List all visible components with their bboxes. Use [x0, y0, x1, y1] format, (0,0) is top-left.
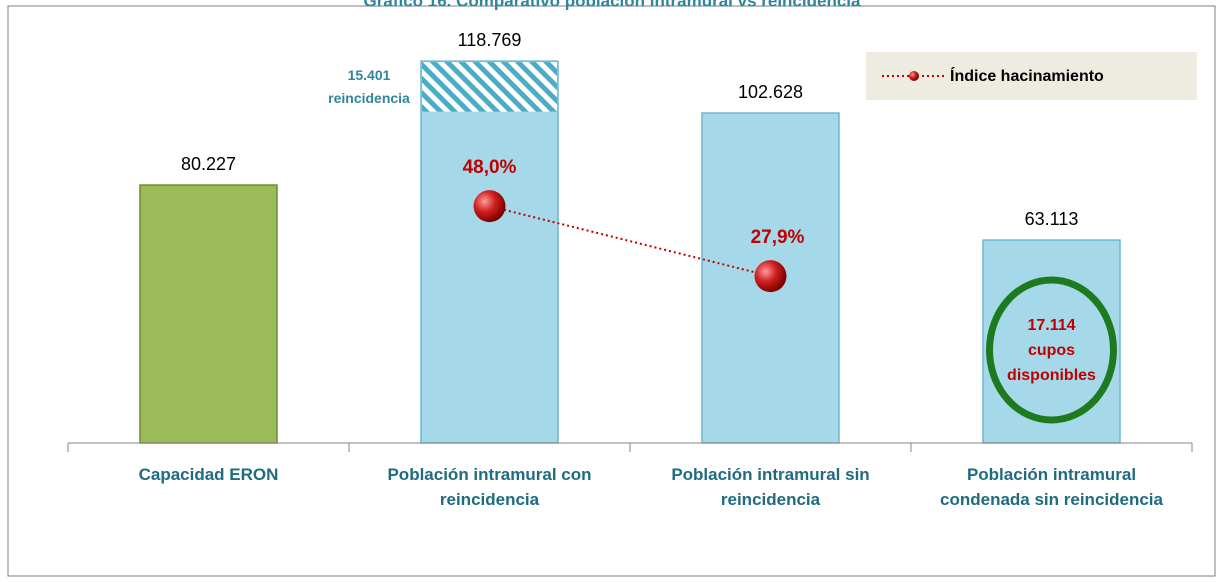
bar	[982, 239, 1121, 444]
line-series	[489, 205, 771, 278]
x-tick-label: Capacidad ERON	[138, 465, 279, 484]
bar	[139, 184, 278, 444]
value-label: 63.113	[1025, 209, 1079, 229]
legend-box	[866, 52, 1197, 100]
legend-label: Índice hacinamiento	[950, 66, 1104, 85]
annotation-text: 17.114	[1027, 317, 1075, 334]
x-tick-label: Población intramural sin reincidencia	[671, 465, 870, 509]
line-value-label: 27,9%	[751, 227, 805, 248]
annotation-text: cupos	[1028, 342, 1075, 359]
frame	[7, 5, 1216, 577]
x-tick-label: Población intramural con reincidencia	[387, 465, 592, 509]
line-value-label: 48,0%	[463, 157, 517, 178]
legend-marker	[909, 71, 919, 81]
reincidence-text: reincidencia	[328, 90, 410, 106]
reincidence-label: 15.401	[348, 67, 391, 83]
line-point	[754, 260, 787, 293]
annotation-text: disponibles	[1007, 367, 1096, 384]
annotation-ring	[986, 276, 1117, 424]
chart-title: Gráfico 16. Comparativo población intram…	[364, 0, 861, 10]
bar	[420, 60, 559, 444]
reincidence-segment	[422, 62, 557, 112]
value-label: 118.769	[458, 30, 522, 50]
line-point	[473, 190, 506, 223]
value-label: 102.628	[738, 82, 803, 102]
x-tick-label: Población intramural condenada sin reinc…	[940, 465, 1163, 509]
value-label: 80.227	[181, 154, 236, 174]
